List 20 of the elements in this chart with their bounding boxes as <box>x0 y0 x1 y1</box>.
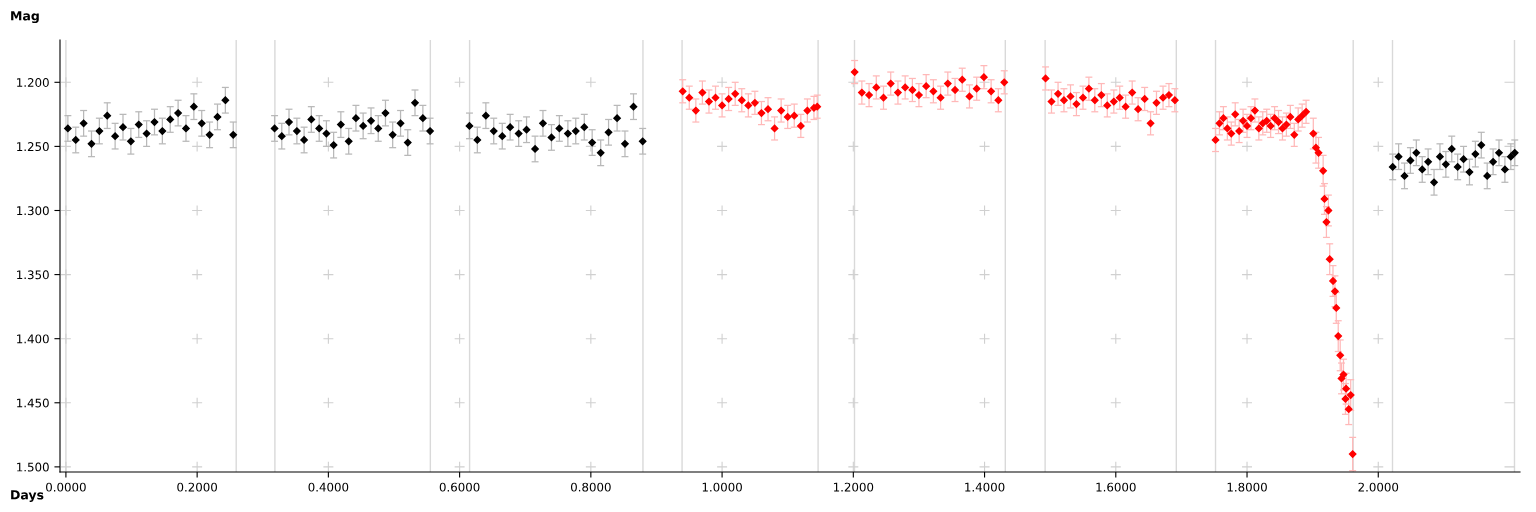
y-tick-label: 1.400 <box>17 334 49 344</box>
y-tick-label: 1.500 <box>17 462 49 472</box>
x-tick-label: 0.2000 <box>177 482 218 492</box>
x-tick-label: 0.4000 <box>308 482 349 492</box>
x-tick-label: 0.6000 <box>439 482 480 492</box>
y-tick-label: 1.250 <box>17 142 49 152</box>
x-axis-title: Days <box>11 490 44 503</box>
x-tick-label: 1.6000 <box>1096 482 1136 492</box>
y-axis-title: Mag <box>11 11 39 24</box>
x-tick-label: 2.0000 <box>1358 482 1399 492</box>
y-tick-label: 1.300 <box>17 206 49 216</box>
x-tick-label: 1.4000 <box>965 482 1005 492</box>
y-tick-label: 1.200 <box>17 78 49 87</box>
y-tick-label: 1.350 <box>17 270 49 280</box>
y-tick-label: 1.450 <box>17 398 49 408</box>
x-tick-label: 1.8000 <box>1227 482 1267 492</box>
x-tick-label: 0.8000 <box>570 482 611 492</box>
x-tick-label: 1.0000 <box>702 482 742 492</box>
x-tick-label: 0.0000 <box>46 482 86 492</box>
x-tick-label: 1.2000 <box>833 482 874 492</box>
